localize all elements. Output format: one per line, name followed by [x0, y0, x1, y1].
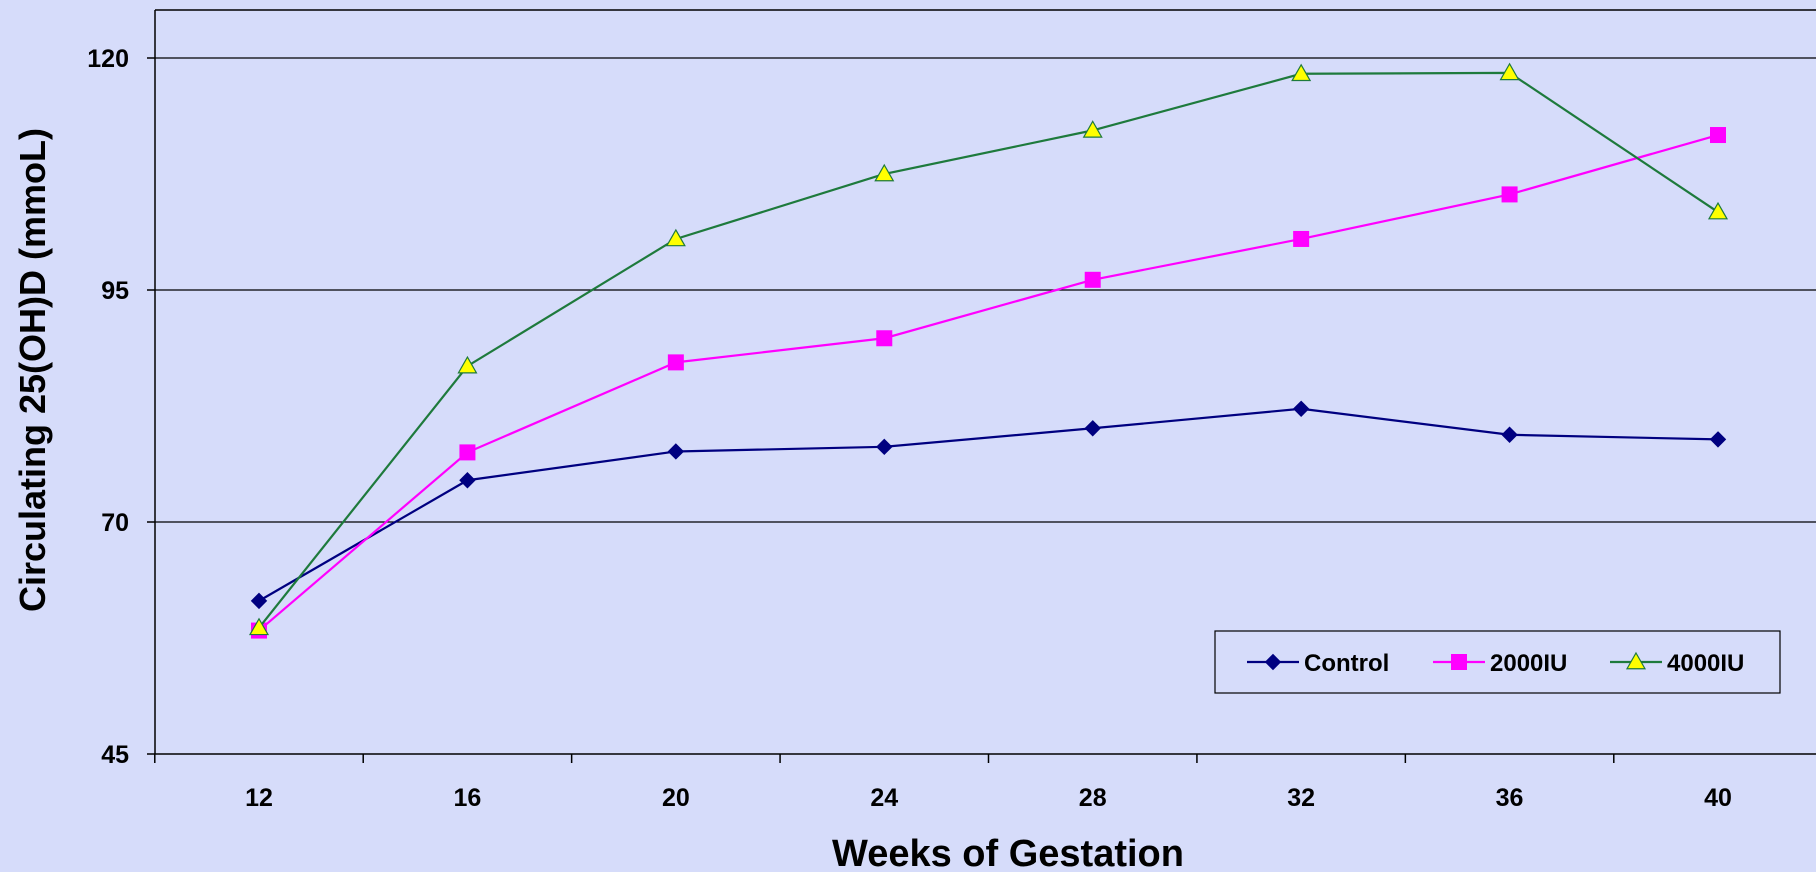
gridlines	[155, 57, 1816, 523]
data-point	[1499, 62, 1520, 81]
data-point	[459, 444, 476, 461]
data-point	[876, 330, 893, 347]
data-point	[665, 228, 686, 247]
legend-marker	[1625, 651, 1647, 670]
data-point	[1082, 120, 1103, 138]
data-point	[1292, 400, 1310, 417]
legend-marker	[1451, 654, 1467, 670]
y-tick-label: 95	[101, 277, 129, 305]
axes: 45 70 95 120 12 16 20 24 28 32 36 40	[87, 9, 1816, 812]
legend-marker	[1264, 653, 1282, 671]
y-tick-label: 45	[101, 741, 129, 769]
data-point	[667, 443, 685, 460]
data-point	[1293, 230, 1310, 247]
legend-box	[1214, 630, 1781, 694]
series-line	[258, 407, 1719, 602]
legend-label: Control	[1304, 650, 1389, 677]
series-2000iu	[251, 127, 1726, 639]
data-point	[248, 617, 270, 636]
data-point	[874, 163, 895, 182]
data-point	[667, 354, 684, 371]
data-point	[1501, 426, 1518, 443]
x-tick-label: 36	[1496, 784, 1524, 812]
series-line	[258, 133, 1719, 632]
legend-label: 4000IU	[1667, 650, 1744, 677]
data-point	[250, 592, 268, 610]
x-tick-label: 16	[454, 784, 482, 812]
series-control	[250, 400, 1727, 610]
data-point	[459, 472, 476, 489]
series	[248, 62, 1729, 639]
data-point	[457, 355, 478, 374]
legend-label: 2000IU	[1490, 650, 1567, 677]
legend-item-control: Control	[1247, 650, 1389, 677]
y-tick-label: 120	[87, 45, 129, 73]
y-axis-title: Circulating 25(OH)D (mmoL)	[12, 128, 53, 612]
x-tick-label: 24	[870, 784, 898, 812]
data-point	[1710, 127, 1726, 144]
data-point	[876, 438, 893, 456]
data-point	[1709, 431, 1727, 448]
x-axis-title: Weeks of Gestation	[832, 833, 1184, 872]
data-point	[1501, 186, 1518, 203]
data-point	[1707, 201, 1729, 220]
series-line	[258, 71, 1719, 629]
data-point	[1084, 271, 1101, 288]
series-4000iu	[248, 62, 1729, 636]
legend-item-4000iu: 4000IU	[1610, 650, 1744, 677]
legend: Control 2000IU 4000IU	[1214, 630, 1781, 694]
x-tick-label: 28	[1079, 784, 1107, 812]
x-tick-label: 32	[1287, 784, 1315, 812]
data-point	[1084, 420, 1101, 437]
y-tick-label: 70	[101, 509, 129, 537]
data-point	[1291, 63, 1312, 82]
legend-item-2000iu: 2000IU	[1433, 650, 1567, 677]
x-tick-label: 40	[1704, 784, 1732, 812]
x-tick-label: 20	[662, 784, 690, 812]
x-tick-label: 12	[245, 784, 273, 812]
plot-area	[155, 10, 1816, 754]
